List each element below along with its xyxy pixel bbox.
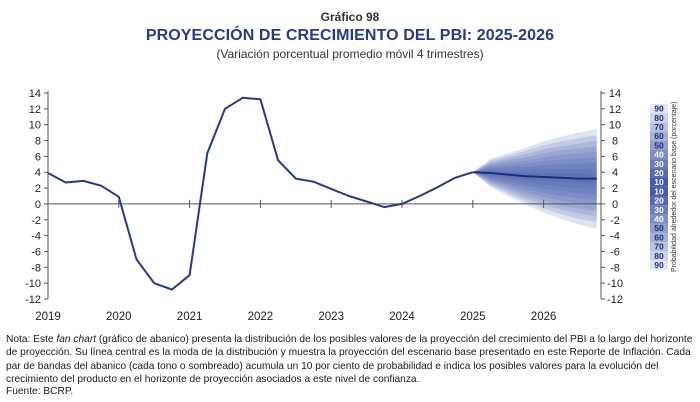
chart-subtitle: (Variación porcentual promedio móvil 4 t… xyxy=(216,47,484,61)
y-tick-label-right: -12 xyxy=(607,294,623,306)
probability-cell-90 xyxy=(650,104,668,114)
probability-label: 20 xyxy=(654,196,664,206)
y-tick-label-right: 6 xyxy=(612,151,618,163)
probability-label: 90 xyxy=(654,104,664,114)
probability-cell-20 xyxy=(650,196,668,206)
chart-title: PROYECCIÓN DE CRECIMIENTO DEL PBI: 2025-… xyxy=(145,27,555,44)
fan-central-line xyxy=(472,171,597,180)
y-tick-label-right: 12 xyxy=(609,104,621,116)
probability-label: 50 xyxy=(654,223,664,233)
probability-cell-90 xyxy=(650,260,668,270)
y-tick-label-left: 0 xyxy=(35,199,41,211)
probability-label: 80 xyxy=(654,113,664,123)
probability-cell-30 xyxy=(650,159,668,169)
probability-cell-20 xyxy=(650,168,668,178)
y-tick-label-right: 4 xyxy=(612,167,618,179)
fan-band-40 xyxy=(472,157,597,200)
y-tick-label-left: 2 xyxy=(35,183,41,195)
probability-cell-60 xyxy=(650,131,668,141)
y-tick-label-right: 8 xyxy=(612,136,618,148)
fan-band-60 xyxy=(472,146,597,212)
y-tick-label-right: -4 xyxy=(610,231,620,243)
fan-band-80 xyxy=(472,135,597,223)
fan-band-70 xyxy=(472,140,597,217)
probability-cell-70 xyxy=(650,122,668,132)
y-tick-label-left: 10 xyxy=(29,120,41,132)
fan-band-50 xyxy=(472,151,597,206)
y-tick-label-left: -12 xyxy=(25,294,41,306)
probability-label: 20 xyxy=(654,168,664,178)
probability-label: 90 xyxy=(654,260,664,270)
probability-cell-60 xyxy=(650,232,668,242)
chart-number: Gráfico 98 xyxy=(320,10,380,24)
x-tick-label: 2021 xyxy=(177,311,203,323)
y-tick-label-left: 4 xyxy=(35,167,41,179)
y-tick-label-left: -6 xyxy=(31,246,41,258)
y-tick-label-left: -8 xyxy=(31,262,41,274)
probability-label: 40 xyxy=(654,214,664,224)
y-tick-label-left: 14 xyxy=(29,88,41,100)
probability-cell-30 xyxy=(650,205,668,215)
x-tick-label: 2026 xyxy=(531,311,557,323)
probability-cell-40 xyxy=(650,214,668,224)
probability-cell-40 xyxy=(650,150,668,160)
x-tick-label: 2023 xyxy=(318,311,344,323)
chart-source: Fuente: BCRP. xyxy=(6,386,74,397)
probability-label: 30 xyxy=(654,205,664,215)
probability-label: 10 xyxy=(654,186,664,196)
x-tick-label: 2020 xyxy=(106,311,132,323)
probability-cell-50 xyxy=(650,223,668,233)
y-tick-label-right: -10 xyxy=(607,278,623,290)
y-tick-label-right: -6 xyxy=(610,246,620,258)
x-tick-label: 2019 xyxy=(35,311,61,323)
y-tick-label-right: 2 xyxy=(612,183,618,195)
probability-label: 30 xyxy=(654,159,664,169)
probability-label: 40 xyxy=(654,150,664,160)
y-tick-label-right: 14 xyxy=(609,88,621,100)
y-tick-label-left: 12 xyxy=(29,104,41,116)
y-tick-label-left: -2 xyxy=(31,215,41,227)
probability-cell-70 xyxy=(650,242,668,252)
probability-scale-label: Probabilidad alrededor del escenario bas… xyxy=(671,102,678,272)
probability-label: 80 xyxy=(654,251,664,261)
note-italic: fan chart xyxy=(56,334,97,345)
y-tick-label-right: -2 xyxy=(610,215,620,227)
y-tick-label-left: 6 xyxy=(35,151,41,163)
y-tick-label-left: 8 xyxy=(35,136,41,148)
gdp-growth-line xyxy=(47,96,474,291)
y-tick-label-right: 10 xyxy=(609,120,621,132)
probability-cell-10 xyxy=(650,177,668,187)
x-tick-label: 2024 xyxy=(389,311,415,323)
probability-cell-80 xyxy=(650,113,668,123)
y-tick-label-left: -4 xyxy=(31,231,41,243)
probability-label: 10 xyxy=(654,177,664,187)
probability-label: 70 xyxy=(654,242,664,252)
probability-label: 60 xyxy=(654,131,664,141)
probability-cell-10 xyxy=(650,186,668,196)
note-body: (gráfico de abanico) presenta la distrib… xyxy=(6,334,693,386)
x-tick-label: 2022 xyxy=(248,311,274,323)
probability-cell-80 xyxy=(650,251,668,261)
chart-note: Nota: Este fan chart (gráfico de abanico… xyxy=(6,333,696,387)
probability-label: 60 xyxy=(654,232,664,242)
probability-cell-50 xyxy=(650,140,668,150)
probability-label: 70 xyxy=(654,122,664,132)
note-prefix: Nota: Este xyxy=(6,334,57,345)
probability-label: 50 xyxy=(654,140,664,150)
fan-band-30 xyxy=(472,162,597,195)
y-tick-label-right: -8 xyxy=(610,262,620,274)
y-tick-label-left: -10 xyxy=(25,278,41,290)
x-tick-label: 2025 xyxy=(460,311,486,323)
y-tick-label-right: 0 xyxy=(612,199,618,211)
